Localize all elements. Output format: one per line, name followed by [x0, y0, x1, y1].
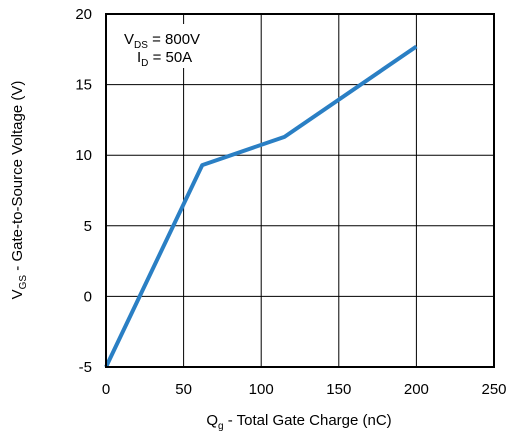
- x-tick-label: 100: [249, 381, 274, 398]
- x-axis-label: Qg - Total Gate Charge (nC): [206, 412, 391, 432]
- annotation-id-rest: = 50A: [148, 49, 192, 66]
- y-axis-label: VGS - Gate-to-Source Voltage (V): [9, 81, 29, 300]
- x-tick-label: 50: [175, 381, 192, 398]
- annotation-vds-main: V: [124, 31, 134, 48]
- x-tick-label: 200: [404, 381, 429, 398]
- grid-lines: [106, 14, 494, 367]
- y-axis-label-main: V: [9, 289, 26, 299]
- x-tick-label: 150: [326, 381, 351, 398]
- y-tick-label: 20: [75, 6, 92, 23]
- y-axis-label-rest: - Gate-to-Source Voltage (V): [9, 81, 26, 275]
- y-tick-label: -5: [79, 359, 92, 376]
- y-tick-label: 0: [84, 288, 92, 305]
- annotation-vds-rest: = 800V: [148, 31, 200, 48]
- annotation-box: VDS = 800V ID = 50A: [118, 24, 224, 69]
- x-tick-labels: 0 50 100 150 200 250: [102, 381, 507, 398]
- y-tick-labels: -5 0 5 10 15 20: [75, 6, 92, 376]
- x-axis-label-rest: - Total Gate Charge (nC): [224, 412, 392, 429]
- plot-frame: [105, 13, 495, 368]
- y-tick-label: 10: [75, 147, 92, 164]
- x-axis-label-main: Q: [206, 412, 218, 429]
- annotation-id: ID = 50A: [137, 49, 192, 69]
- y-tick-label: 5: [84, 218, 92, 235]
- series-layer: [104, 44, 418, 368]
- annotation-id-main: I: [137, 49, 141, 66]
- annotation-vds: VDS = 800V: [124, 31, 200, 51]
- x-tick-label: 0: [102, 381, 110, 398]
- y-tick-label: 15: [75, 77, 92, 94]
- annotation-vds-sub: DS: [134, 40, 148, 51]
- y-axis-label-sub: GS: [18, 275, 29, 290]
- x-axis-label-sub: g: [218, 421, 224, 432]
- x-tick-label: 250: [481, 381, 506, 398]
- series-line-0: [104, 44, 418, 368]
- annotation-id-sub: D: [141, 58, 148, 69]
